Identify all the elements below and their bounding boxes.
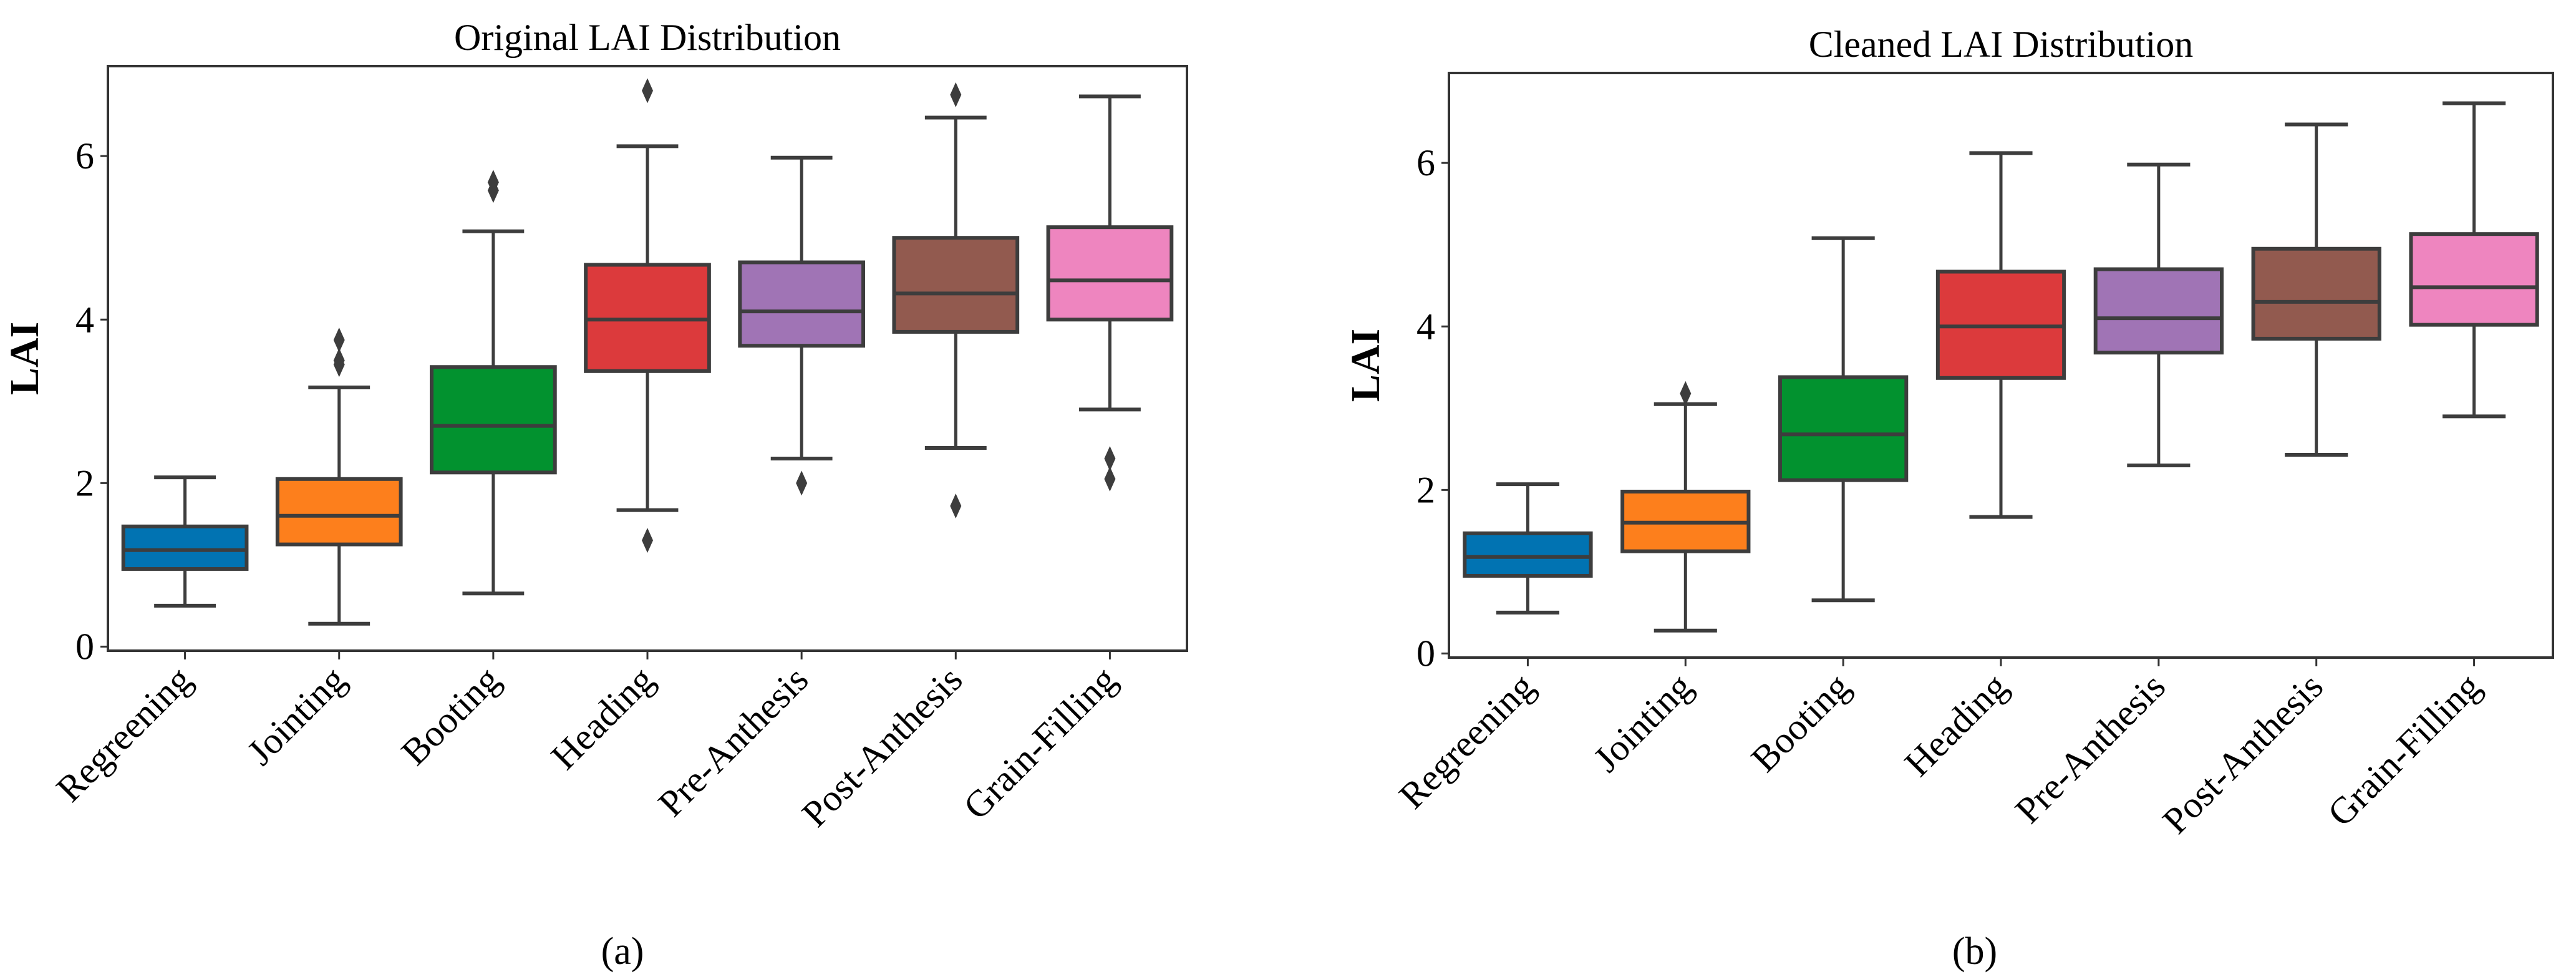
box-booting xyxy=(1778,236,1909,603)
plot-frame xyxy=(107,65,1188,652)
outlier-point xyxy=(950,82,962,107)
x-tick-label: Heading xyxy=(1897,666,2015,784)
chart-panel-a: Original LAI Distribution LAI 0 2 4 6 Regreeni… xyxy=(2,17,1188,973)
x-tick-label: Grain-Filling xyxy=(956,659,1125,828)
iqr-box xyxy=(2093,267,2224,355)
x-tick-label: Heading xyxy=(543,659,662,777)
iqr-box xyxy=(121,524,249,571)
iqr-box xyxy=(275,477,403,547)
y-tick-label: 6 xyxy=(75,135,94,177)
iqr-box xyxy=(738,260,866,348)
x-tick-label: Post-Anthesis xyxy=(794,659,970,835)
box-booting xyxy=(430,170,557,596)
box-grain-filling xyxy=(1046,94,1174,492)
y-tick-label: 2 xyxy=(75,462,94,503)
x-tick-label: Pre-Anthesis xyxy=(2007,666,2173,832)
iqr-box xyxy=(892,236,1020,334)
plot-frame xyxy=(1448,72,2554,659)
x-tick-label: Pre-Anthesis xyxy=(650,659,816,825)
x-tick-label: Jointing xyxy=(1586,666,1700,780)
x-tick-label: Booting xyxy=(394,659,508,773)
chart-title: Original LAI Distribution xyxy=(454,17,841,58)
iqr-box xyxy=(1046,225,1174,322)
iqr-box xyxy=(1463,531,1593,578)
box-jointing xyxy=(275,328,403,626)
box-grain-filling xyxy=(2409,101,2539,419)
outlier-point xyxy=(642,528,653,553)
x-tick-label: Grain-Filling xyxy=(2320,666,2489,835)
y-axis-label: LAI xyxy=(1343,329,1388,402)
x-tick-label: Post-Anthesis xyxy=(2155,666,2331,842)
outlier-point xyxy=(950,493,962,519)
panel-label: (b) xyxy=(1952,930,1997,973)
x-tick-label: Jointing xyxy=(240,659,354,773)
outlier-point xyxy=(1680,381,1692,406)
chart-panel-b: Cleaned LAI Distribution LAI 0 2 4 6 Regreenin… xyxy=(1343,24,2554,973)
box-post-anthesis xyxy=(892,82,1020,519)
x-tick-label: Regreening xyxy=(49,659,200,810)
x-tick-label: Regreening xyxy=(1391,666,1542,817)
box-pre-anthesis xyxy=(738,155,866,496)
iqr-box xyxy=(2409,232,2539,327)
outlier-point xyxy=(487,170,499,195)
box-jointing xyxy=(1620,381,1751,633)
box-regreening xyxy=(1463,482,1593,615)
box-heading xyxy=(1935,151,2066,519)
y-tick-label: 6 xyxy=(1416,142,1435,183)
y-tick-label: 4 xyxy=(1416,306,1435,347)
outlier-point xyxy=(333,348,345,373)
y-tick-label: 2 xyxy=(1416,469,1435,510)
y-tick-label: 0 xyxy=(1416,633,1435,674)
outlier-point xyxy=(1104,446,1116,472)
iqr-box xyxy=(430,365,557,475)
chart-title: Cleaned LAI Distribution xyxy=(1809,24,2194,65)
iqr-box xyxy=(1778,375,1909,482)
outlier-point xyxy=(333,328,345,353)
outlier-point xyxy=(1104,466,1116,492)
iqr-box xyxy=(2251,246,2381,341)
y-tick-label: 4 xyxy=(75,299,94,340)
box-pre-anthesis xyxy=(2093,162,2224,468)
panel-label: (a) xyxy=(601,930,644,973)
outlier-point xyxy=(642,78,653,104)
x-tick-label: Booting xyxy=(1743,666,1857,780)
box-regreening xyxy=(121,475,249,608)
outlier-point xyxy=(796,470,808,496)
y-tick-label: 0 xyxy=(75,626,94,667)
y-axis-label: LAI xyxy=(2,322,47,395)
box-post-anthesis xyxy=(2251,122,2381,457)
box-heading xyxy=(584,78,711,553)
